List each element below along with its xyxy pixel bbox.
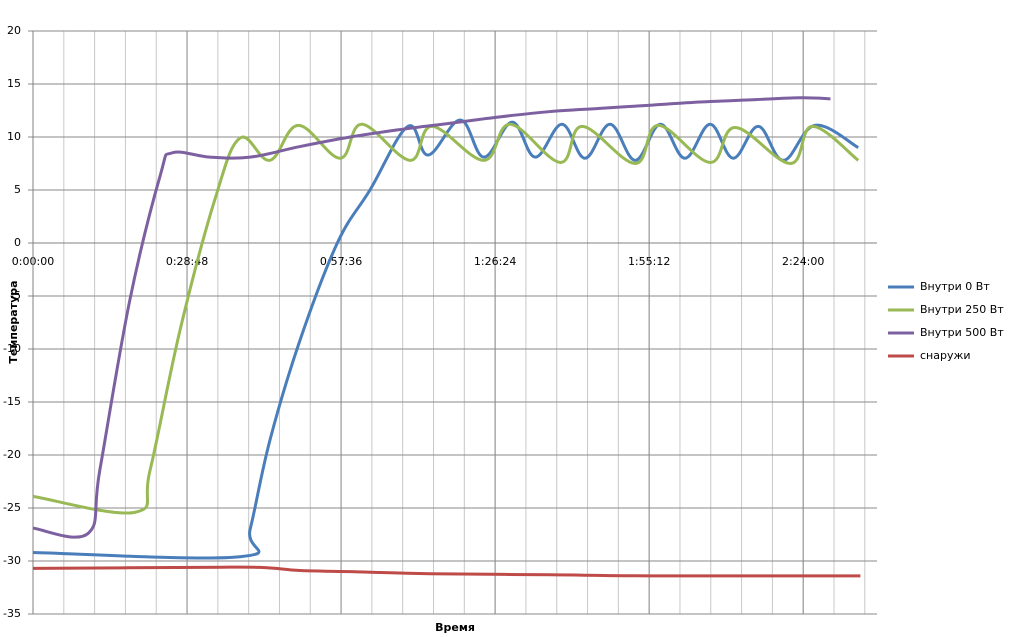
y-tick-label: 20: [7, 24, 21, 37]
y-tick-label: -20: [3, 448, 21, 461]
x-tick-label: 2:24:00: [782, 255, 824, 268]
series-line: [32, 96, 831, 539]
y-tick-label: -5: [10, 289, 21, 302]
x-tick-label: 1:26:24: [474, 255, 516, 268]
y-axis-title: Температура: [7, 280, 20, 363]
y-tick-label: -10: [3, 342, 21, 355]
legend-label: Внутри 0 Вт: [920, 280, 990, 293]
y-tick-label: 15: [7, 77, 21, 90]
legend-label: снаружи: [920, 349, 971, 362]
x-tick-label: 0:28:48: [166, 255, 208, 268]
x-tick-label: 1:55:12: [628, 255, 670, 268]
y-tick-label: 5: [14, 183, 21, 196]
y-tick-label: -25: [3, 501, 21, 514]
y-tick-label: -30: [3, 554, 21, 567]
legend-label: Внутри 250 Вт: [920, 303, 1004, 316]
y-tick-label: 10: [7, 130, 21, 143]
legend-label: Внутри 500 Вт: [920, 326, 1004, 339]
y-tick-label: -35: [3, 607, 21, 620]
y-tick-label: 0: [14, 236, 21, 249]
y-tick-label: -15: [3, 395, 21, 408]
series-line: [32, 118, 860, 560]
x-axis-title: Время: [435, 621, 475, 634]
series-line: [32, 565, 861, 578]
series-line: [32, 122, 860, 515]
